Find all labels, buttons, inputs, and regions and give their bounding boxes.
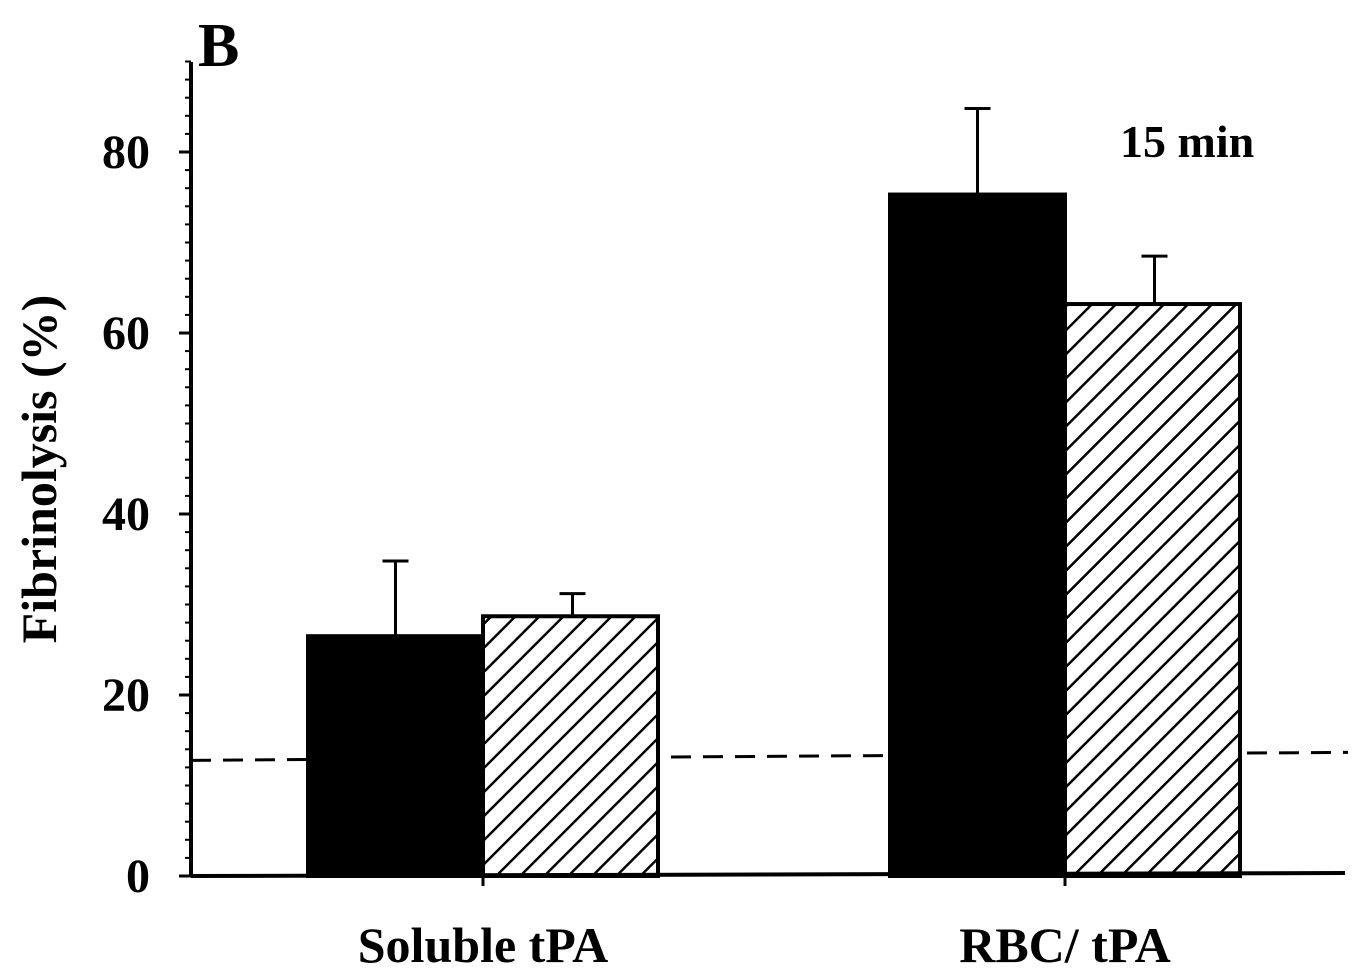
time-annotation: 15 min <box>1120 116 1254 167</box>
x-category-label: RBC/ tPA <box>959 917 1171 971</box>
bar-solid <box>888 192 1067 879</box>
bar-hatched <box>481 614 660 878</box>
y-tick-label: 0 <box>126 850 150 903</box>
y-tick-label: 40 <box>102 488 150 541</box>
error-bars-layer <box>382 107 1168 637</box>
y-axis-label: Fibrinolysis (%) <box>11 295 67 644</box>
y-tick-label: 80 <box>102 126 150 179</box>
y-tick-label: 60 <box>102 307 150 360</box>
bar-solid <box>306 634 485 878</box>
y-tick-label: 20 <box>102 669 150 722</box>
x-axis-line <box>190 871 1346 878</box>
bars-layer <box>306 192 1242 879</box>
x-category-label: Soluble tPA <box>358 917 609 971</box>
y-ticks-layer: 0 20 40 60 80 <box>102 60 191 903</box>
panel-label: B <box>198 12 239 80</box>
bar-hatched <box>1063 302 1242 879</box>
x-labels-layer: Soluble tPA RBC/ tPA <box>358 876 1171 971</box>
